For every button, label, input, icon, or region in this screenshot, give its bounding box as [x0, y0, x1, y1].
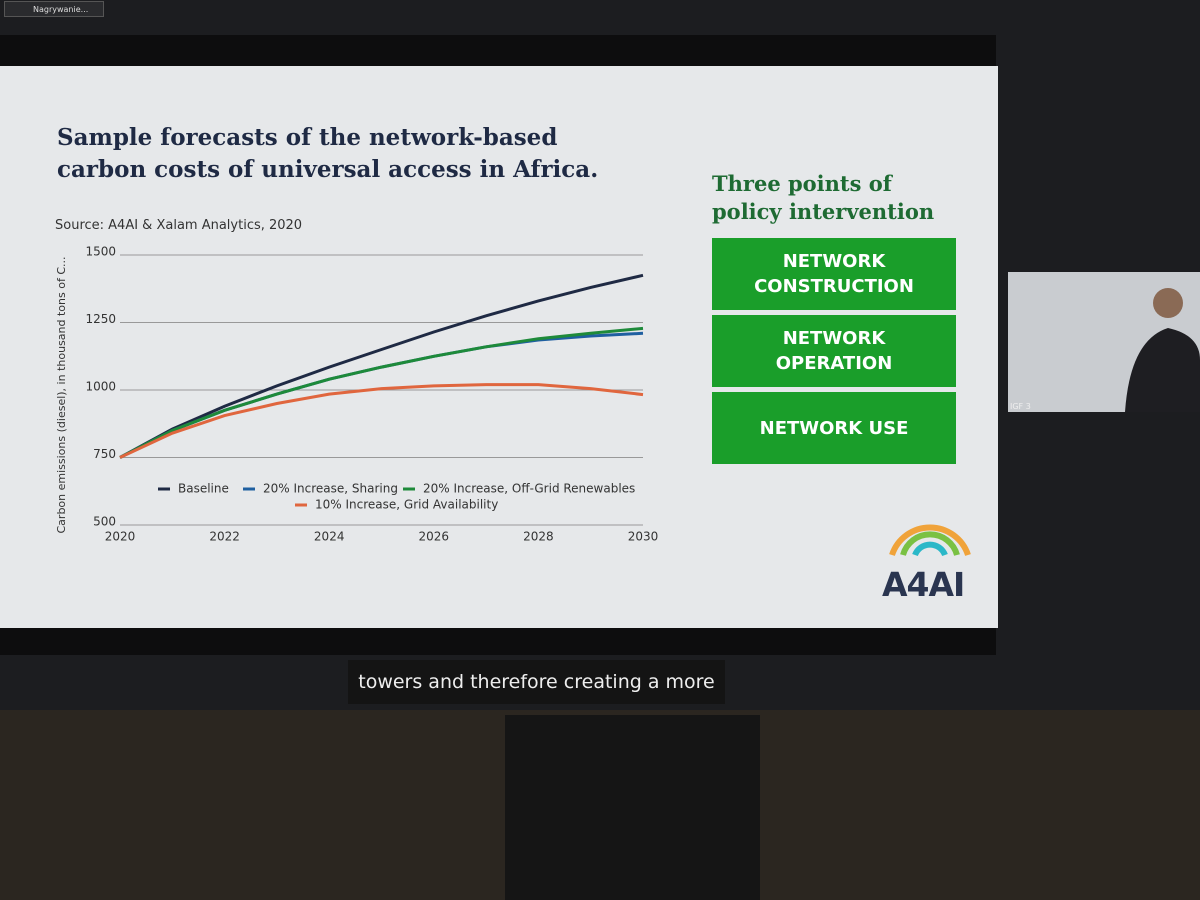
y-tick-label: 1500: [85, 245, 116, 259]
policy-box: NETWORK USE: [712, 392, 956, 464]
policy-box: NETWORK CONSTRUCTION: [712, 238, 956, 310]
x-tick-label: 2026: [419, 530, 450, 544]
series-line: [119, 326, 644, 459]
logo-arc: [889, 524, 971, 557]
speaker-body: [1125, 328, 1200, 412]
speaker-head: [1153, 288, 1183, 318]
recording-badge[interactable]: Nagrywanie...: [4, 1, 104, 17]
sidebar-heading: Three points of policy intervention: [712, 171, 935, 224]
policy-box: NETWORK OPERATION: [712, 315, 956, 387]
caption: towers and therefore creating a more: [348, 660, 725, 704]
x-tick-label: 2024: [314, 530, 345, 544]
logo-arc: [912, 541, 948, 557]
legend-label: Baseline: [178, 482, 229, 496]
y-tick-label: 1000: [85, 380, 116, 394]
legend-label: 20% Increase, Sharing: [263, 482, 398, 496]
y-tick-label: 750: [93, 447, 116, 461]
series-line: [119, 273, 644, 459]
stand: [505, 715, 760, 900]
logo-arc: [900, 531, 960, 556]
legend-label: 10% Increase, Grid Availability: [315, 498, 498, 512]
series-line: [119, 383, 644, 459]
x-tick-label: 2020: [105, 530, 136, 544]
y-axis-label: Carbon emissions (diesel), in thousand t…: [55, 257, 68, 534]
x-tick-label: 2028: [523, 530, 554, 544]
chart-source: Source: A4AI & Xalam Analytics, 2020: [55, 218, 303, 233]
x-tick-label: 2022: [209, 530, 240, 544]
y-tick-label: 500: [93, 515, 116, 529]
x-tick-label: 2030: [628, 530, 659, 544]
logo: A4AI: [882, 565, 965, 604]
chart-title: Sample forecasts of the network-based ca…: [57, 124, 599, 183]
legend-label: 20% Increase, Off-Grid Renewables: [423, 482, 635, 496]
y-tick-label: 1250: [85, 312, 116, 326]
video-label: IGF 3: [1010, 402, 1031, 411]
